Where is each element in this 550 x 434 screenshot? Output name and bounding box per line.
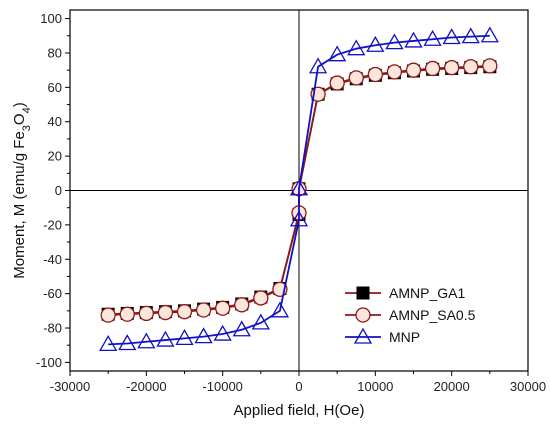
point-MNP-0 — [99, 335, 118, 352]
legend-label-AMNP_GA1: AMNP_GA1 — [389, 285, 465, 301]
y-tick-label-10: 100 — [40, 11, 62, 26]
y-tick-label-6: 20 — [48, 149, 62, 164]
y-tick-label-7: 40 — [48, 114, 62, 129]
point-MNP-16 — [385, 33, 404, 50]
point-AMNP_SA0.5-20 — [463, 59, 479, 75]
x-axis-title: Applied field, H(Oe) — [234, 402, 365, 419]
point-AMNP_SA0.5-6 — [215, 300, 231, 316]
point-MNP-9 — [270, 301, 290, 318]
point-MNP-4 — [175, 329, 194, 345]
y-tick-label-1: -80 — [43, 321, 62, 336]
point-AMNP_SA0.5-18 — [424, 60, 441, 77]
y-axis-title-mid: O — [11, 113, 28, 125]
x-tick-label-0: -30000 — [50, 379, 90, 394]
point-MNP-7 — [232, 320, 251, 337]
point-AMNP_SA0.5-14 — [348, 70, 364, 86]
y-axis-title: Moment, M (emu/g Fe3O4) — [11, 102, 33, 278]
point-MNP-5 — [194, 327, 213, 344]
legend-marker-AMNP_SA0.5 — [355, 307, 371, 323]
point-AMNP_SA0.5-16 — [386, 64, 403, 80]
point-MNP-17 — [404, 31, 423, 48]
point-MNP-10 — [289, 210, 309, 227]
point-AMNP_SA0.5-21 — [482, 58, 498, 74]
point-MNP-18 — [423, 29, 442, 46]
axes-layer: -30000 -20000 -10000 0 10000 20000 30000 -100 -8… — [36, 9, 546, 394]
point-MNP-1 — [118, 334, 137, 351]
x-tick-label-4: 10000 — [357, 379, 393, 394]
point-MNP-8 — [251, 313, 270, 330]
point-AMNP_SA0.5-19 — [444, 59, 460, 76]
legend: AMNP_GA1 AMNP_SA0.5 MNP — [345, 285, 476, 345]
legend-item-AMNP_SA0.5: AMNP_SA0.5 — [345, 307, 476, 323]
legend-marker-MNP — [353, 327, 373, 344]
point-MNP-11 — [289, 179, 309, 196]
series-MNP — [99, 26, 499, 352]
y-tick-label-4: -20 — [43, 217, 62, 232]
x-tick-label-3: 0 — [295, 379, 302, 394]
point-AMNP_SA0.5-4 — [176, 304, 193, 320]
point-AMNP_SA0.5-0 — [100, 307, 116, 323]
legend-label-AMNP_SA0.5: AMNP_SA0.5 — [389, 307, 476, 323]
point-MNP-19 — [442, 28, 461, 45]
point-MNP-12 — [308, 57, 328, 74]
point-MNP-14 — [347, 39, 366, 56]
y-tick-label-3: -40 — [43, 252, 62, 267]
series-AMNP_SA0.5 — [100, 58, 498, 323]
series-layer — [99, 26, 499, 352]
legend-marker-AMNP_GA1 — [356, 286, 370, 300]
point-AMNP_SA0.5-5 — [195, 302, 212, 318]
point-MNP-20 — [461, 27, 480, 44]
point-AMNP_SA0.5-8 — [253, 290, 269, 306]
x-tick-label-5: 20000 — [434, 379, 470, 394]
y-axis-title-sub1: 3 — [21, 125, 33, 131]
point-MNP-15 — [366, 35, 385, 52]
point-AMNP_SA0.5-15 — [367, 66, 383, 83]
legend-label-MNP: MNP — [389, 329, 420, 345]
y-tick-label-2: -60 — [43, 286, 62, 301]
y-tick-label-0: -100 — [36, 355, 62, 370]
x-tick-label-1: -20000 — [126, 379, 166, 394]
y-tick-label-5: 0 — [55, 183, 62, 198]
y-axis-title-end: ) — [11, 102, 28, 107]
point-AMNP_SA0.5-7 — [234, 297, 250, 313]
series-line-MNP — [108, 34, 490, 346]
point-AMNP_SA0.5-17 — [405, 62, 422, 78]
point-MNP-2 — [137, 332, 156, 349]
point-MNP-6 — [213, 324, 232, 341]
point-AMNP_SA0.5-1 — [119, 306, 135, 322]
point-MNP-21 — [480, 26, 499, 43]
x-tick-label-6: 30000 — [510, 379, 546, 394]
point-AMNP_SA0.5-13 — [329, 75, 345, 91]
y-tick-label-8: 60 — [48, 80, 62, 95]
y-axis-title-main: Moment, M (emu/g Fe — [11, 131, 28, 279]
point-MNP-3 — [156, 330, 175, 347]
point-MNP-13 — [328, 45, 347, 62]
point-AMNP_SA0.5-2 — [138, 305, 154, 322]
legend-item-MNP: MNP — [345, 327, 420, 345]
legend-item-AMNP_GA1: AMNP_GA1 — [345, 285, 465, 301]
x-tick-label-2: -10000 — [202, 379, 242, 394]
y-axis-title-sub2: 4 — [21, 107, 33, 113]
y-tick-label-9: 80 — [48, 45, 62, 60]
point-AMNP_SA0.5-3 — [157, 304, 174, 321]
